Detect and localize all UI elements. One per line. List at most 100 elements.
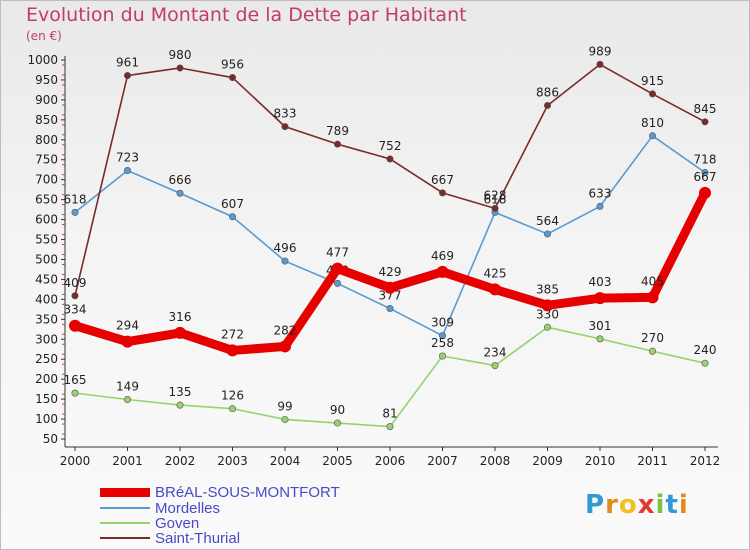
x-tick-label: 2001 [112,454,143,468]
x-tick-label: 2009 [532,454,563,468]
data-point-saint-thurial [124,72,132,80]
x-tick-label: 2004 [270,454,301,468]
x-tick-label: 2008 [480,454,511,468]
y-tick-label: 350 [35,312,58,326]
legend-label-saint-thurial: Saint-Thurial [155,530,241,547]
data-label-br-al-sous-montfort: 477 [326,246,349,260]
data-point-goven [701,359,709,367]
y-tick-label: 700 [35,173,58,187]
y-tick-label: 300 [35,332,58,346]
y-tick-label: 450 [35,272,58,286]
data-point-goven [543,323,551,331]
data-point-br-al-sous-montfort [69,319,81,332]
y-tick-label: 750 [35,153,58,167]
data-point-mordelles [333,279,341,287]
data-point-goven [281,415,289,423]
data-point-br-al-sous-montfort [121,335,134,348]
logo-letter: i [655,490,666,520]
data-point-goven [386,423,394,431]
legend-label-breal: BRéAL-SOUS-MONTFORT [155,484,340,501]
legend-item-saint-thurial: Saint-Thurial [100,530,400,547]
data-point-saint-thurial [543,101,551,109]
x-tick-label: 2000 [60,454,91,468]
data-label-goven: 234 [484,346,507,360]
data-label-saint-thurial: 989 [589,44,612,58]
data-point-br-al-sous-montfort [331,262,344,275]
data-point-goven [71,389,79,397]
chart-title: Evolution du Montant de la Dette par Hab… [26,4,467,26]
legend-swatch-goven [100,522,150,524]
data-label-goven: 90 [330,403,345,417]
data-label-br-al-sous-montfort: 429 [379,265,402,279]
data-point-br-al-sous-montfort [436,265,449,278]
data-label-saint-thurial: 845 [694,102,717,116]
data-point-mordelles [386,305,394,313]
data-label-br-al-sous-montfort: 294 [116,319,139,333]
data-point-br-al-sous-montfort [594,292,606,305]
legend-swatch-saint-thurial [100,537,150,539]
x-tick-label: 2005 [322,454,353,468]
data-label-goven: 270 [641,331,664,345]
logo-letter: P [585,490,606,520]
data-label-mordelles: 633 [589,186,612,200]
data-point-goven [438,352,446,360]
data-point-br-al-sous-montfort [174,326,186,339]
data-label-saint-thurial: 628 [484,188,507,202]
legend-label-goven: Goven [155,515,200,532]
legend-item-breal: BRéAL-SOUS-MONTFORT [100,484,400,501]
logo-letter: x [637,490,656,520]
data-point-br-al-sous-montfort [226,344,239,357]
data-label-goven: 135 [169,385,192,399]
data-label-br-al-sous-montfort: 385 [536,282,559,296]
data-point-br-al-sous-montfort [541,299,554,312]
data-label-goven: 149 [116,380,139,394]
data-label-goven: 240 [694,343,717,357]
legend-label-mordelles: Mordelles [155,500,221,517]
y-tick-label: 950 [35,73,58,87]
data-label-goven: 301 [589,319,612,333]
data-point-mordelles [176,189,184,197]
data-label-br-al-sous-montfort: 403 [589,275,612,289]
data-label-mordelles: 666 [169,173,192,187]
data-point-mordelles [543,230,551,238]
logo-letter: r [605,490,619,520]
data-label-goven: 258 [431,336,454,350]
chart-subtitle: (en €) [26,29,62,43]
data-point-mordelles [229,213,237,221]
data-label-br-al-sous-montfort: 316 [169,310,192,324]
x-tick-label: 2006 [375,454,406,468]
data-point-goven [229,405,237,413]
y-tick-label: 1000 [27,53,58,67]
data-label-mordelles: 723 [116,151,139,165]
data-point-saint-thurial [648,90,656,98]
data-point-mordelles [648,132,656,140]
y-tick-label: 550 [35,233,58,247]
data-label-saint-thurial: 961 [116,56,139,70]
data-point-saint-thurial [596,60,604,68]
data-point-mordelles [438,332,446,340]
data-point-mordelles [71,208,79,216]
x-tick-label: 2012 [690,454,721,468]
data-label-br-al-sous-montfort: 334 [64,303,87,317]
data-label-br-al-sous-montfort: 425 [484,266,507,280]
data-label-saint-thurial: 833 [274,107,297,121]
data-label-mordelles: 810 [641,116,664,130]
data-label-saint-thurial: 915 [641,74,664,88]
data-label-saint-thurial: 789 [326,124,349,138]
data-point-br-al-sous-montfort [384,281,396,294]
data-label-saint-thurial: 667 [431,173,454,187]
x-tick-label: 2002 [165,454,196,468]
y-tick-label: 850 [35,113,58,127]
data-label-saint-thurial: 886 [536,85,559,99]
data-point-mordelles [596,202,604,210]
y-tick-label: 650 [35,193,58,207]
data-point-mordelles [701,169,709,177]
logo-letter: t [665,490,679,520]
y-tick-label: 800 [35,133,58,147]
x-tick-label: 2007 [427,454,458,468]
x-tick-label: 2003 [217,454,248,468]
data-point-saint-thurial [438,189,446,197]
data-label-mordelles: 564 [536,214,559,228]
data-point-saint-thurial [176,64,184,72]
